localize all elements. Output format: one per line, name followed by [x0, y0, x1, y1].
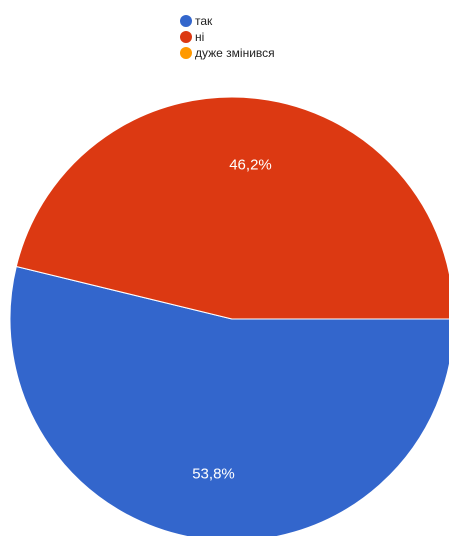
- slice-label-ni: 46,2%: [229, 157, 272, 174]
- pie-slice-tak[interactable]: [9, 265, 449, 536]
- legend-item-duzhe-zminyvsia[interactable]: дуже змінився: [180, 45, 275, 61]
- legend-swatch-tak: [180, 15, 192, 27]
- slice-label-tak: 53,8%: [192, 465, 235, 482]
- legend-swatch-duzhe-zminyvsia: [180, 47, 192, 59]
- legend-label-tak: так: [195, 14, 213, 28]
- legend-label-duzhe-zminyvsia: дуже змінився: [195, 46, 275, 60]
- legend: так ні дуже змінився: [180, 13, 275, 61]
- legend-label-ni: ні: [195, 30, 205, 44]
- legend-item-ni[interactable]: ні: [180, 29, 275, 45]
- pie-slice-ni[interactable]: [15, 96, 449, 320]
- legend-swatch-ni: [180, 31, 192, 43]
- legend-item-tak[interactable]: так: [180, 13, 275, 29]
